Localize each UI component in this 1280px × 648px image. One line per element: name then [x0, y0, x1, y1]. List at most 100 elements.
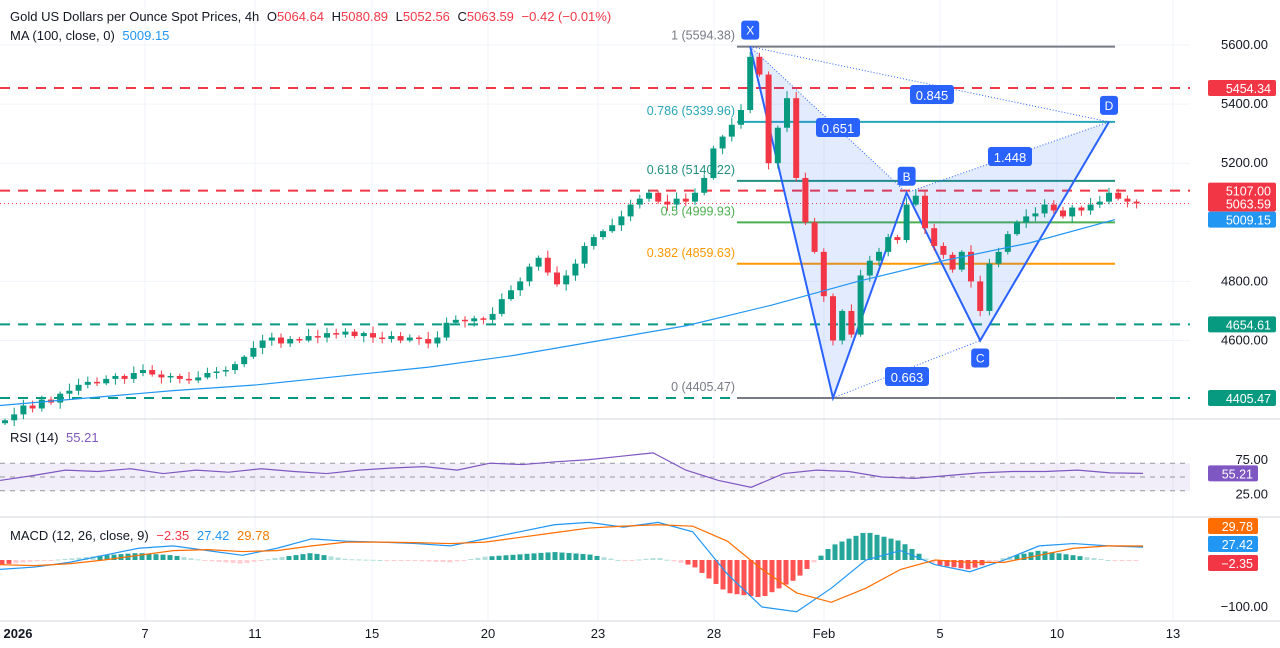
open-label: O — [266, 9, 278, 24]
price-axis-badge-label: 5107.00 — [1226, 185, 1271, 199]
macd-histogram-bar — [34, 560, 40, 562]
macd-histogram-bar — [69, 558, 75, 560]
price-axis-badge-label: 5454.34 — [1226, 82, 1271, 96]
candle-body — [489, 313, 496, 320]
candle-body — [296, 339, 303, 341]
macd-histogram-bar — [734, 560, 740, 595]
rsi-axis-tick: 25.00 — [1235, 486, 1268, 501]
macd-histogram-bar — [62, 558, 68, 560]
time-axis-tick: 13 — [1166, 626, 1180, 641]
candle-body — [784, 98, 790, 128]
macd-histogram-bar — [580, 553, 586, 560]
candle-body — [287, 339, 294, 344]
macd-histogram-bar — [951, 560, 957, 568]
candle-body — [986, 263, 993, 311]
candle-body — [912, 195, 919, 205]
rsi-legend: RSI (14) 55.21 — [10, 430, 103, 445]
macd-histogram-bar — [349, 559, 355, 561]
candle-body — [701, 177, 708, 193]
candle-body — [949, 254, 956, 270]
candle-body — [1032, 213, 1039, 217]
ma-label: MA (100, close, 0) — [10, 28, 115, 43]
candle-body — [1078, 207, 1085, 211]
macd-histogram-bar — [538, 552, 544, 560]
macd-histogram-bar — [573, 553, 579, 560]
price-axis-badge-label: 4654.61 — [1226, 318, 1271, 332]
macd-histogram-bar — [363, 559, 369, 561]
macd-histogram-bar — [1056, 553, 1062, 560]
candle-body — [839, 310, 846, 341]
low-label: L — [395, 9, 403, 24]
signal-line — [0, 524, 1144, 603]
symbol-title: Gold US Dollars per Ounce Spot Prices, 4… — [10, 9, 260, 24]
macd-histogram-bar — [209, 560, 215, 562]
macd-histogram-bar — [321, 555, 327, 560]
pattern-point-badge — [971, 348, 990, 368]
rsi-value-badge — [1208, 465, 1258, 482]
candle-body — [747, 56, 754, 111]
candle-body — [636, 198, 643, 205]
macd-histogram-bar — [286, 556, 292, 560]
candle-body — [462, 319, 468, 322]
macd-histogram-bar — [846, 538, 852, 560]
macd-histogram-bar — [132, 553, 138, 560]
candle-body — [397, 336, 404, 341]
macd-histogram-bar — [1077, 556, 1083, 560]
price-legend: Gold US Dollars per Ounce Spot Prices, 4… — [10, 9, 615, 24]
candle-body — [278, 337, 284, 344]
macd-hist-value: −2.35 — [156, 528, 190, 543]
macd-histogram-bar — [622, 560, 628, 561]
fib-level-label: 0.786 (5339.96) — [647, 104, 735, 118]
macd-histogram-bar — [279, 556, 285, 560]
candle-body — [526, 266, 533, 282]
macd-histogram-bar — [482, 556, 488, 560]
macd-histogram-bar — [97, 555, 103, 560]
candle-body — [508, 290, 514, 300]
candle-body — [388, 336, 395, 340]
pattern-point-badge — [741, 20, 760, 40]
pattern-ratio-badge — [885, 367, 929, 386]
macd-histogram-bar — [0, 560, 5, 565]
fib-level-label: 0 (4405.47) — [671, 380, 735, 394]
macd-histogram-bar — [503, 555, 509, 560]
candle-body — [167, 375, 174, 378]
macd-histogram-bar — [27, 560, 33, 562]
macd-histogram-bar — [587, 554, 593, 560]
macd-histogram-bar — [790, 560, 796, 581]
candle-body — [811, 222, 818, 252]
macd-histogram-bar — [1119, 560, 1125, 561]
candle-body — [544, 257, 551, 273]
macd-histogram-bar — [160, 554, 166, 560]
open-value: 5064.64 — [277, 9, 325, 24]
macd-label: MACD (12, 26, close, 9) — [10, 528, 149, 543]
macd-histogram-bar — [167, 555, 173, 560]
macd-histogram-bar — [552, 552, 558, 560]
candle-body — [425, 339, 432, 344]
macd-histogram-bar — [447, 560, 453, 563]
macd-histogram-bar — [391, 560, 397, 561]
candle-body — [176, 375, 183, 379]
pattern-point-label: C — [976, 352, 985, 366]
macd-histogram-bar — [1070, 555, 1076, 560]
macd-histogram-bar — [146, 553, 152, 560]
macd-value-badge-label: 29.78 — [1222, 520, 1253, 534]
macd-histogram-bar — [48, 560, 54, 561]
candle-body — [370, 333, 376, 338]
candle-body — [222, 370, 229, 372]
price-axis-badge-label: 5009.15 — [1226, 214, 1271, 228]
macd-histogram-bar — [223, 560, 229, 563]
candle-body — [1087, 204, 1094, 211]
macd-histogram-bar — [153, 554, 159, 560]
candle-body — [655, 192, 662, 202]
macd-histogram-bar — [20, 560, 26, 563]
macd-histogram-bar — [671, 560, 677, 562]
candle-body — [876, 251, 882, 261]
macd-histogram-bar — [202, 560, 208, 561]
candle-body — [416, 337, 422, 340]
macd-histogram-bar — [524, 553, 530, 560]
close-label: C — [457, 9, 467, 24]
rsi-value-badge-label: 55.21 — [1222, 467, 1253, 481]
candle-body — [130, 373, 137, 379]
